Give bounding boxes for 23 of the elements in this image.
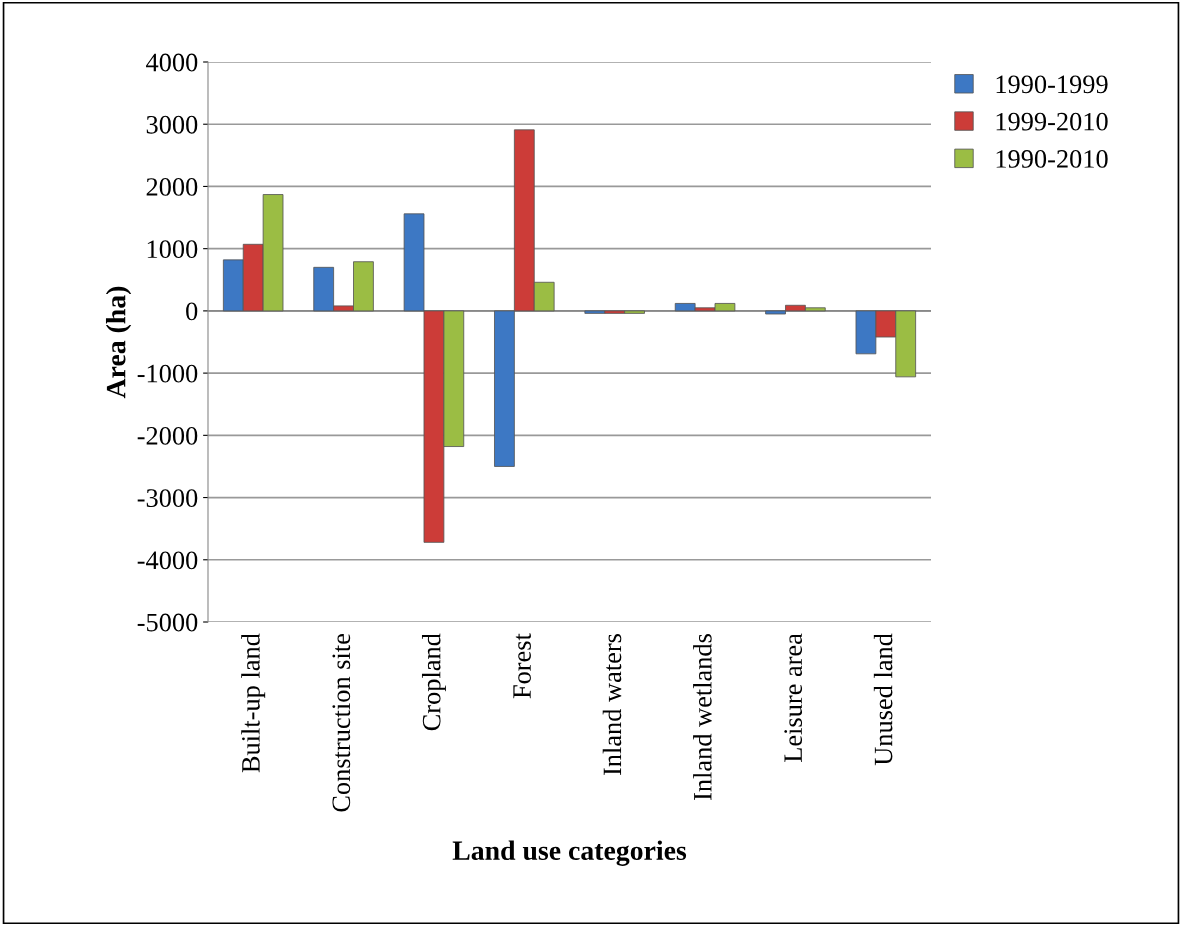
y-axis-title: Area (ha) [105, 286, 132, 399]
x-tick-label: Inland wetlands [693, 634, 712, 800]
x-tick-label: Leisure area [784, 633, 803, 763]
x-tick-label: Unused land [873, 633, 893, 766]
y-tick-label: -3000 [137, 489, 198, 507]
y-tick-label: 1000 [147, 240, 198, 259]
y-tick-label: 2000 [146, 178, 198, 196]
y-tick-label: -4000 [137, 551, 198, 570]
x-tick-label: Inland waters [602, 634, 622, 776]
x-tick-label: Cropland [421, 633, 446, 731]
legend-label: 1999-2010 [996, 112, 1108, 131]
y-tick-label: -2000 [137, 426, 198, 445]
x-tick-label: Forest [513, 633, 531, 699]
x-axis-title: Land use categories [452, 840, 687, 866]
y-tick-label: 4000 [146, 53, 198, 72]
x-tick-label: Construction site [332, 634, 351, 812]
legend-label: 1990-2010 [996, 150, 1108, 168]
y-tick-label: 0 [186, 302, 198, 321]
y-tick-label: -5000 [137, 613, 198, 632]
y-tick-label: 3000 [146, 115, 198, 134]
y-tick-label: -1000 [137, 364, 198, 383]
legend-label: 1990-1999 [996, 75, 1108, 94]
x-tick-label: Built-up land [241, 633, 266, 773]
